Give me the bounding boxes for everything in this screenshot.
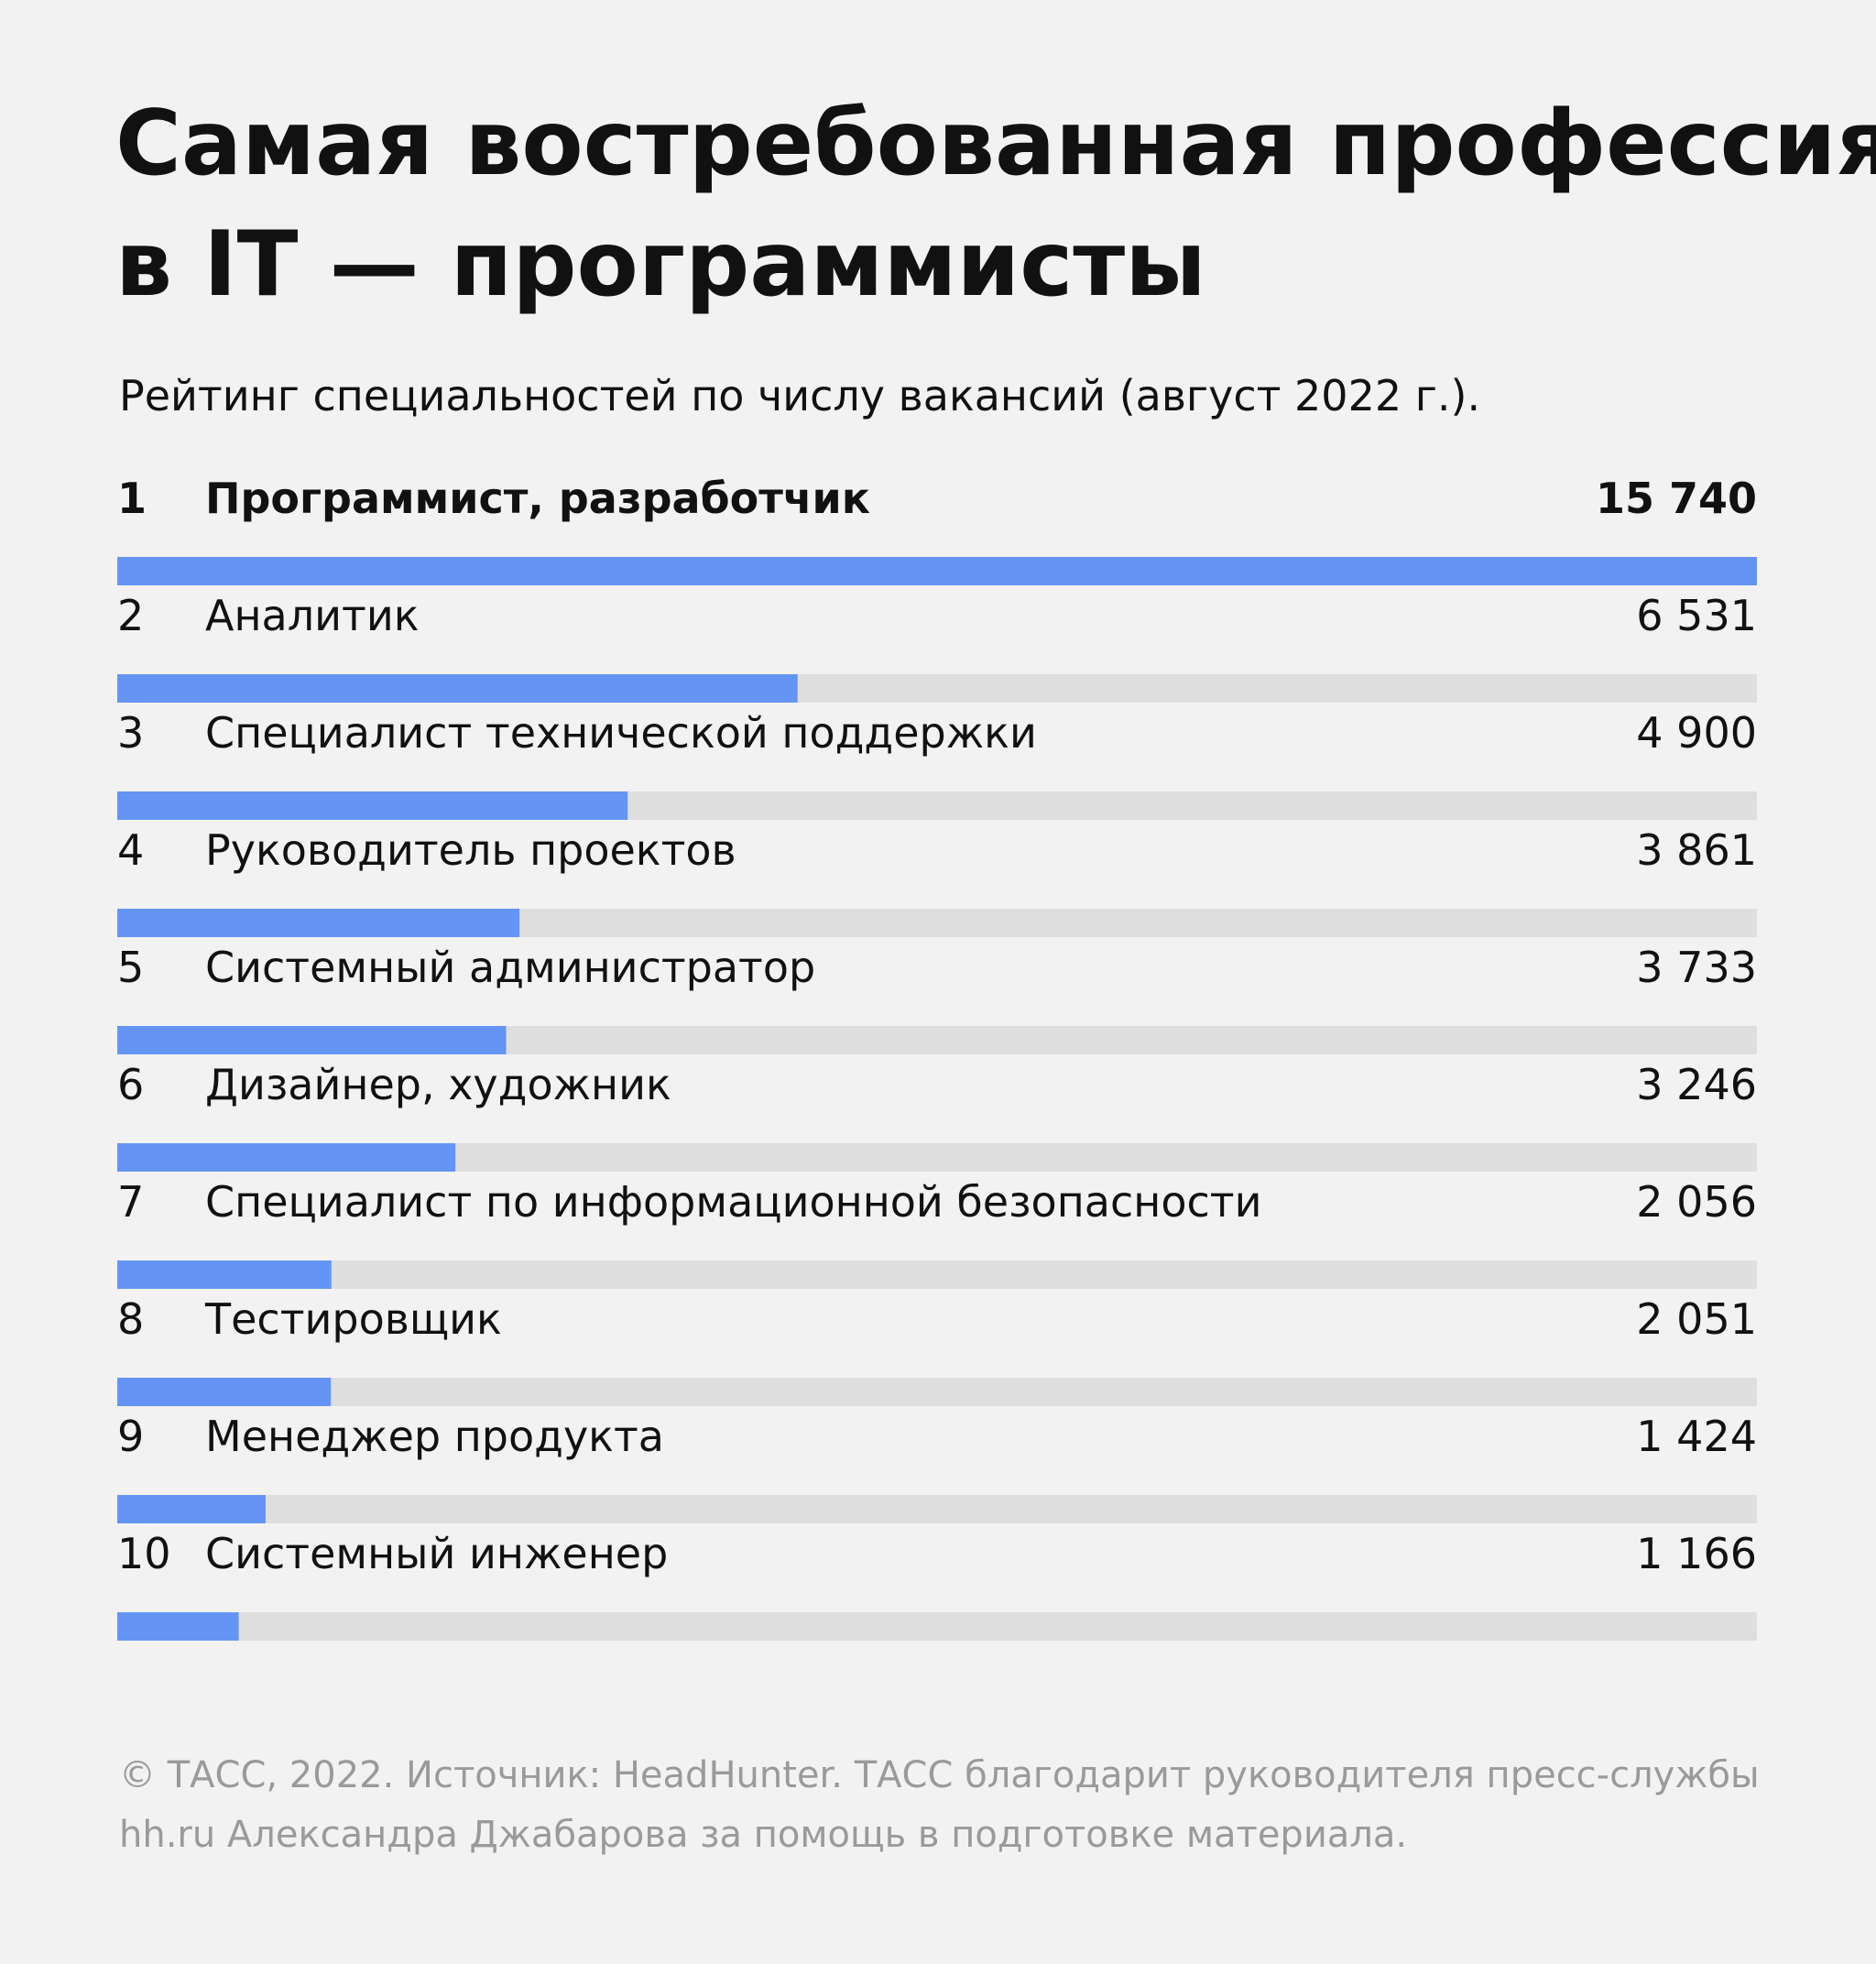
source: hh.ru Александра Джабарова за помощь в п… [119, 1814, 1407, 1856]
value-label: 3 861 [1636, 825, 1757, 875]
value-label: 3 246 [1636, 1060, 1757, 1109]
rank: 6 [117, 1060, 144, 1109]
bar [117, 909, 520, 937]
value-label: 15 740 [1596, 474, 1757, 523]
value-label: 2 056 [1636, 1177, 1757, 1227]
category-label: Дизайнер, художник [205, 1060, 671, 1109]
source: © ТАСС, 2022. Источник: HeadHunter. ТАСС… [119, 1754, 1760, 1796]
value-label: 4 900 [1636, 708, 1757, 758]
category-label: Специалист технической поддержки [205, 708, 1037, 758]
value-label: 6 531 [1636, 591, 1757, 640]
bar [117, 1026, 507, 1054]
rank: 4 [117, 825, 144, 875]
rank: 2 [117, 591, 144, 640]
bar [117, 1143, 456, 1172]
category-label: Аналитик [205, 591, 420, 640]
value-label: 3 733 [1636, 943, 1757, 992]
bar [117, 1260, 332, 1289]
category-label: Менеджер продукта [205, 1412, 664, 1461]
bar [117, 674, 798, 703]
bar-track [117, 1260, 1757, 1289]
rank: 9 [117, 1412, 144, 1461]
rank: 3 [117, 708, 144, 758]
bar [117, 1612, 239, 1641]
chart-title: Самая востребованная профессия в IT — про… [115, 92, 1876, 317]
bar [117, 791, 628, 820]
bar [117, 1378, 332, 1406]
value-label: 2 051 [1636, 1294, 1757, 1344]
category-label: Программист, разработчик [205, 474, 870, 523]
category-label: Системный администратор [205, 943, 815, 992]
bar [117, 557, 1757, 585]
value-label: 1 424 [1636, 1412, 1757, 1461]
value-label: 1 166 [1636, 1529, 1757, 1578]
rank: 1 [117, 474, 147, 523]
bar-track [117, 1495, 1757, 1523]
rank: 5 [117, 943, 144, 992]
rank: 10 [117, 1529, 171, 1578]
category-label: Специалист по информационной безопасност… [205, 1177, 1261, 1227]
bar-track [117, 1378, 1757, 1406]
category-label: Системный инженер [205, 1529, 668, 1578]
subtitle: Рейтинг специальностей по числу вакансий… [119, 371, 1480, 420]
rank: 8 [117, 1294, 144, 1344]
rank: 7 [117, 1177, 144, 1227]
bar-track [117, 1612, 1757, 1641]
bar [117, 1495, 266, 1523]
category-label: Тестировщик [204, 1294, 502, 1344]
category-label: Руководитель проектов [205, 825, 736, 875]
